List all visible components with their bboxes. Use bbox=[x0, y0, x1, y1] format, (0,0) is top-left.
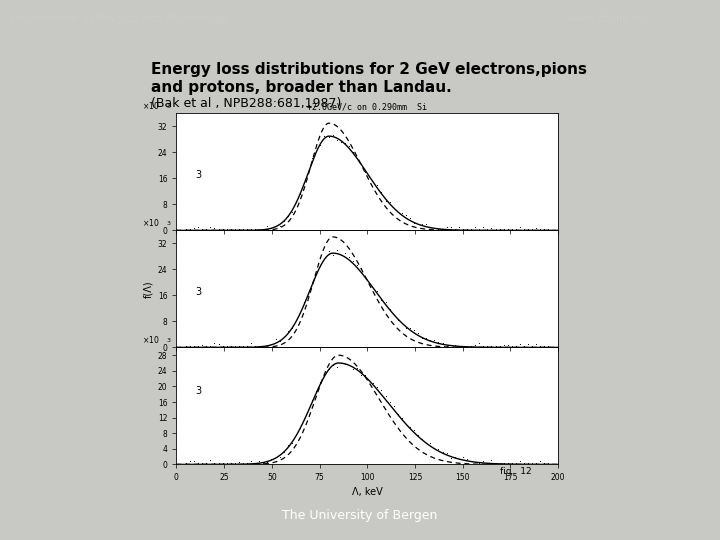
Text: Department of Physics and Technology: Department of Physics and Technology bbox=[11, 14, 228, 24]
Text: and protons, broader than Landau.: and protons, broader than Landau. bbox=[151, 80, 452, 95]
Text: Energy loss distributions for 2 GeV electrons,pions: Energy loss distributions for 2 GeV elec… bbox=[151, 62, 588, 77]
Text: 3: 3 bbox=[196, 386, 202, 396]
Text: 3: 3 bbox=[167, 104, 171, 109]
Text: 3: 3 bbox=[167, 338, 171, 343]
Text: 3: 3 bbox=[167, 221, 171, 226]
Text: The University of Bergen: The University of Bergen bbox=[282, 509, 438, 522]
Text: 3: 3 bbox=[196, 170, 202, 180]
Text: fig.  12: fig. 12 bbox=[500, 467, 532, 476]
Text: www.ift.uib.no: www.ift.uib.no bbox=[567, 14, 647, 24]
Text: $\times 10$: $\times 10$ bbox=[142, 334, 160, 345]
Text: $\times 10$: $\times 10$ bbox=[142, 217, 160, 228]
Text: (Bak et al , NPB288:681,1987): (Bak et al , NPB288:681,1987) bbox=[151, 97, 341, 110]
Title: +2.0GeV/c on 0.290mm  Si: +2.0GeV/c on 0.290mm Si bbox=[307, 102, 427, 111]
Y-axis label: f(Λ): f(Λ) bbox=[143, 280, 153, 298]
X-axis label: Λ, keV: Λ, keV bbox=[352, 487, 382, 497]
Text: 3: 3 bbox=[196, 287, 202, 297]
Text: $\times 10$: $\times 10$ bbox=[142, 100, 160, 111]
